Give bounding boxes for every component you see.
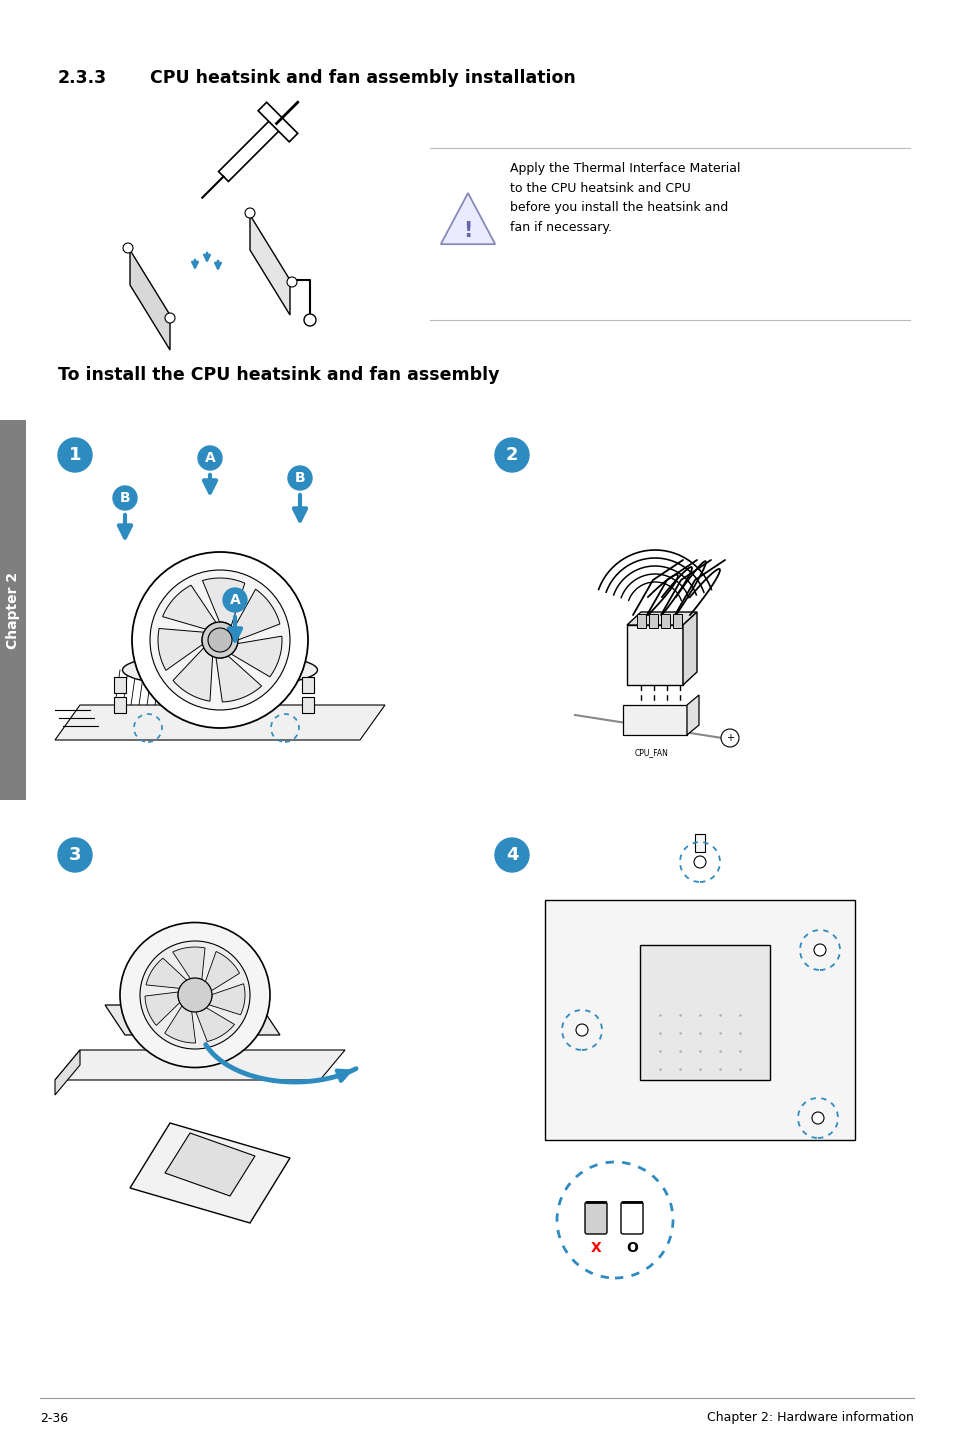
FancyBboxPatch shape <box>0 420 26 800</box>
Polygon shape <box>205 952 239 991</box>
Text: B: B <box>119 490 131 505</box>
Polygon shape <box>202 578 245 626</box>
Polygon shape <box>209 984 245 1015</box>
FancyBboxPatch shape <box>584 1202 606 1234</box>
Text: CPU_FAN: CPU_FAN <box>635 748 668 756</box>
Circle shape <box>112 486 137 510</box>
Polygon shape <box>440 193 495 244</box>
Text: 4: 4 <box>505 846 517 864</box>
FancyBboxPatch shape <box>113 697 126 713</box>
Polygon shape <box>105 1005 280 1035</box>
FancyBboxPatch shape <box>672 614 681 628</box>
Text: A: A <box>204 452 215 464</box>
Circle shape <box>178 978 212 1012</box>
Circle shape <box>123 243 132 253</box>
Polygon shape <box>165 1005 195 1043</box>
Polygon shape <box>158 628 204 670</box>
Polygon shape <box>165 1133 254 1196</box>
Ellipse shape <box>120 923 270 1067</box>
Polygon shape <box>146 958 187 988</box>
Text: 3: 3 <box>69 846 81 864</box>
FancyBboxPatch shape <box>302 697 314 713</box>
FancyBboxPatch shape <box>302 677 314 693</box>
Polygon shape <box>172 948 205 981</box>
Text: Chapter 2: Chapter 2 <box>6 571 20 649</box>
Polygon shape <box>130 1123 290 1222</box>
Circle shape <box>202 623 237 659</box>
Text: CPU heatsink and fan assembly installation: CPU heatsink and fan assembly installati… <box>150 69 576 88</box>
Text: To install the CPU heatsink and fan assembly: To install the CPU heatsink and fan asse… <box>58 367 499 384</box>
FancyBboxPatch shape <box>695 834 704 851</box>
Text: O: O <box>625 1241 638 1255</box>
Circle shape <box>495 838 529 871</box>
Text: B: B <box>294 472 305 485</box>
Text: +: + <box>725 733 733 743</box>
Circle shape <box>208 628 232 651</box>
Circle shape <box>288 466 312 490</box>
FancyBboxPatch shape <box>218 118 281 181</box>
Polygon shape <box>622 705 686 735</box>
Ellipse shape <box>140 940 250 1048</box>
Text: Chapter 2: Hardware information: Chapter 2: Hardware information <box>706 1412 913 1425</box>
FancyBboxPatch shape <box>637 614 645 628</box>
Polygon shape <box>626 626 682 684</box>
Circle shape <box>245 209 254 219</box>
Text: A: A <box>230 592 240 607</box>
Text: 2.3.3: 2.3.3 <box>58 69 107 88</box>
FancyBboxPatch shape <box>113 677 126 693</box>
Text: Apply the Thermal Interface Material
to the CPU heatsink and CPU
before you inst: Apply the Thermal Interface Material to … <box>510 162 740 233</box>
Polygon shape <box>686 695 699 735</box>
Polygon shape <box>55 1050 345 1080</box>
Polygon shape <box>55 705 385 741</box>
Polygon shape <box>233 590 279 640</box>
Circle shape <box>304 313 315 326</box>
Polygon shape <box>215 656 261 702</box>
Polygon shape <box>145 992 180 1025</box>
Text: 2: 2 <box>505 446 517 464</box>
Polygon shape <box>231 636 282 677</box>
Polygon shape <box>195 1008 234 1041</box>
Circle shape <box>495 439 529 472</box>
Circle shape <box>58 838 91 871</box>
Circle shape <box>132 552 308 728</box>
Polygon shape <box>626 613 697 626</box>
Polygon shape <box>130 250 170 349</box>
Circle shape <box>165 313 174 324</box>
Text: 2-36: 2-36 <box>40 1412 68 1425</box>
Circle shape <box>811 1112 823 1125</box>
FancyBboxPatch shape <box>639 945 769 1080</box>
FancyBboxPatch shape <box>258 102 297 142</box>
FancyBboxPatch shape <box>544 900 854 1140</box>
Text: 1: 1 <box>69 446 81 464</box>
Circle shape <box>198 446 222 470</box>
Circle shape <box>693 856 705 869</box>
Polygon shape <box>162 585 215 630</box>
FancyBboxPatch shape <box>620 1202 642 1234</box>
Circle shape <box>287 278 296 288</box>
Ellipse shape <box>122 653 317 687</box>
Circle shape <box>58 439 91 472</box>
Circle shape <box>150 569 290 710</box>
Circle shape <box>223 588 247 613</box>
FancyBboxPatch shape <box>648 614 658 628</box>
FancyBboxPatch shape <box>660 614 669 628</box>
Text: X: X <box>590 1241 600 1255</box>
Circle shape <box>813 943 825 956</box>
Polygon shape <box>250 216 290 315</box>
Circle shape <box>576 1024 587 1035</box>
Text: !: ! <box>463 221 472 242</box>
Circle shape <box>720 729 739 746</box>
Polygon shape <box>682 613 697 684</box>
Polygon shape <box>55 1050 80 1094</box>
Polygon shape <box>172 647 213 702</box>
